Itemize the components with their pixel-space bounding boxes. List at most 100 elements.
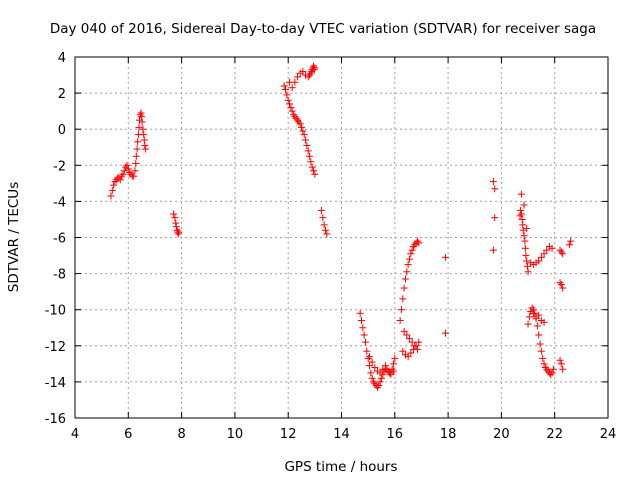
x-tick-label: 16 [387, 427, 404, 442]
y-tick-label: -2 [53, 159, 66, 174]
data-point [559, 365, 567, 373]
x-tick-label: 14 [333, 427, 350, 442]
data-point [286, 100, 294, 108]
data-point [536, 340, 544, 348]
data-point [399, 295, 407, 303]
data-point [409, 243, 417, 251]
data-point [138, 113, 146, 121]
data-point [107, 192, 115, 200]
data-point [318, 206, 326, 214]
data-point [303, 141, 311, 149]
data-point [404, 353, 412, 361]
data-point [522, 252, 530, 260]
data-point [371, 363, 379, 371]
data-point [302, 136, 310, 144]
data-point [391, 354, 399, 362]
data-point [407, 349, 415, 357]
data-point [294, 73, 302, 81]
data-point [171, 214, 179, 222]
data-point [400, 327, 408, 335]
data-point [528, 304, 536, 312]
data-point [119, 170, 127, 178]
data-point [307, 158, 315, 166]
data-point [299, 127, 307, 135]
data-point [373, 383, 381, 391]
data-point [548, 244, 556, 252]
data-point [308, 163, 316, 171]
data-point [379, 365, 387, 373]
data-point [142, 145, 150, 153]
data-point [306, 71, 314, 79]
data-point [404, 261, 412, 269]
data-point [517, 190, 525, 198]
y-tick-label: -4 [53, 195, 66, 210]
data-point [403, 331, 411, 339]
data-point [556, 246, 564, 254]
y-tick-label: -6 [53, 232, 66, 247]
axis-ticks [74, 56, 609, 419]
y-tick-label: -16 [45, 412, 66, 427]
data-point [557, 248, 565, 256]
data-point [519, 226, 527, 234]
data-point [408, 338, 416, 346]
data-point [138, 118, 146, 126]
data-point [360, 331, 368, 339]
data-point [535, 311, 543, 319]
data-point [367, 369, 375, 377]
data-point [441, 253, 449, 261]
data-point [548, 369, 556, 377]
y-tick-label: 2 [58, 87, 66, 102]
data-point [567, 237, 575, 245]
data-point [310, 167, 318, 175]
data-point [172, 219, 180, 227]
data-point [124, 165, 132, 173]
data-point [375, 382, 383, 390]
y-tick-label: -14 [45, 376, 66, 391]
data-point [540, 250, 548, 258]
x-tick-label: 4 [71, 427, 79, 442]
data-point [291, 113, 299, 121]
data-point [405, 255, 413, 263]
data-point [556, 356, 564, 364]
data-point [540, 360, 548, 368]
data-point [300, 131, 308, 139]
data-point [174, 230, 182, 238]
data-point [559, 250, 567, 258]
data-point [356, 309, 364, 317]
data-point [133, 145, 141, 153]
data-point [535, 331, 543, 339]
data-point [299, 67, 307, 75]
x-tick-label: 10 [227, 427, 244, 442]
data-point [523, 224, 531, 232]
data-point [284, 96, 292, 104]
data-point [292, 114, 300, 122]
data-point [535, 257, 543, 265]
x-tick-label: 6 [124, 427, 132, 442]
data-point [365, 353, 373, 361]
data-point [521, 237, 529, 245]
data-point [296, 120, 304, 128]
data-point [521, 244, 529, 252]
data-point [529, 309, 537, 317]
data-point [518, 215, 526, 223]
x-tick-label: 22 [546, 427, 563, 442]
x-tick-label: 18 [440, 427, 457, 442]
data-point [491, 185, 499, 193]
data-point [111, 178, 119, 186]
data-point [357, 317, 365, 325]
data-point [283, 91, 291, 99]
data-point [134, 138, 142, 146]
data-point [139, 125, 147, 133]
data-point [524, 268, 532, 276]
data-point [288, 84, 296, 92]
data-point [541, 363, 549, 371]
data-point [140, 136, 148, 144]
data-point [175, 228, 183, 236]
data-point [116, 176, 124, 184]
data-point [413, 237, 421, 245]
data-point [543, 365, 551, 373]
data-point [365, 362, 373, 370]
data-point [361, 338, 369, 346]
data-point [399, 347, 407, 355]
